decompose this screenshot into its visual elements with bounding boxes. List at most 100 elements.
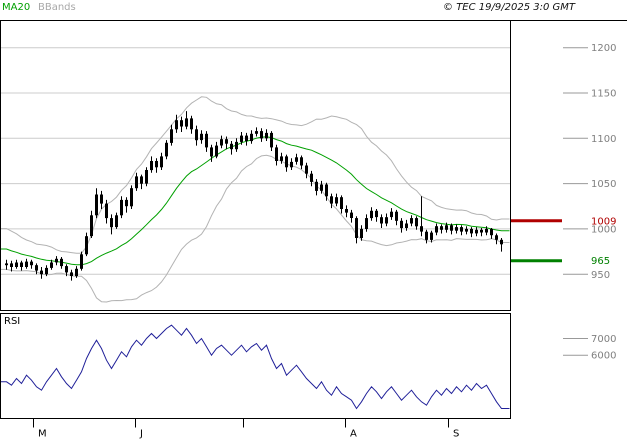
candle-body [295,157,298,162]
candle-body [430,232,433,240]
candle-body [325,184,328,197]
candle-body [365,218,368,229]
candle-body [155,161,158,168]
candle-body [45,267,48,275]
candle-body [215,145,218,157]
candle-body [20,262,23,267]
candle-body [280,156,283,161]
candle-body [455,227,458,231]
candle-body [470,228,473,234]
legend-ma20-label: MA20 [2,2,31,13]
candle-body [180,120,183,127]
candle-body [60,258,63,267]
candle-body [40,270,43,275]
candle-body [310,173,313,182]
ma20-line [0,136,510,266]
candle-body [420,226,423,232]
candle-body [130,188,133,207]
candle-body [5,263,8,266]
month-label: J [139,429,143,440]
candle-body [285,156,288,168]
candle-body [75,268,78,277]
candle-body [360,228,363,238]
candle-body [340,197,343,209]
candle-body [355,218,358,238]
candle-body [80,254,83,269]
candle-body [330,196,333,204]
candle-body [230,143,233,150]
candle-body [300,157,303,166]
candle-body [480,229,483,233]
candle-body [30,261,33,266]
candle-body [195,129,198,141]
candle-body [50,262,53,268]
candle-body [100,194,103,204]
price-axis-label: 1200 [591,43,616,54]
price-axis-label: 1150 [591,89,616,100]
month-label: M [38,429,47,440]
candle-body [10,263,13,267]
candle-body [500,239,503,245]
candle-body [390,211,393,218]
main-plot-border [0,20,511,311]
legend-bbands-label: BBands [38,2,76,13]
candle-body [165,142,168,157]
candle-body [185,118,188,127]
level-marker-label: 965 [591,256,610,267]
candle-body [220,139,223,146]
candle-body [210,147,213,157]
candle-body [145,170,148,184]
candle-body [370,210,373,219]
candle-body [135,176,138,189]
candle-body [395,211,398,221]
candle-body [240,135,243,142]
candles-layer [5,111,503,281]
rsi-plot-border [0,313,511,419]
candle-body [90,215,93,237]
candle-body [320,184,323,191]
candle-body [460,227,463,232]
candle-body [200,133,203,141]
candle-body [465,228,468,232]
candle-body [265,132,268,139]
candle-body [435,226,438,233]
candle-body [250,133,253,142]
candle-body [255,131,258,134]
bollinger-lower-line [0,154,510,303]
candle-body [15,262,18,267]
candle-body [105,203,108,219]
candle-body [335,197,338,204]
candle-body [110,218,113,228]
candle-body [95,194,98,216]
candle-body [275,147,278,161]
candle-body [65,266,68,273]
price-axis-label: 950 [591,270,610,281]
price-axis-label: 1100 [591,134,616,145]
candle-body [125,199,128,207]
candle-body [260,131,263,139]
rsi-line [0,324,510,410]
candle-body [400,220,403,229]
price-axis-label: 1000 [591,224,616,235]
candle-body [120,199,123,216]
candle-body [150,161,153,171]
candle-body [495,235,498,240]
candle-body [410,218,413,224]
candle-body [450,225,453,231]
candle-body [405,223,408,228]
candle-body [160,156,163,168]
candle-body [440,226,443,230]
candle-body [245,135,248,141]
candle-body [425,231,428,240]
candle-body [190,118,193,130]
price-axis-label: 1050 [591,179,616,190]
candle-body [35,265,38,271]
candle-body [475,229,478,234]
candle-body [415,218,418,227]
candle-body [380,217,383,224]
candle-body [170,129,173,143]
candle-body [140,176,143,184]
candle-body [305,165,308,174]
